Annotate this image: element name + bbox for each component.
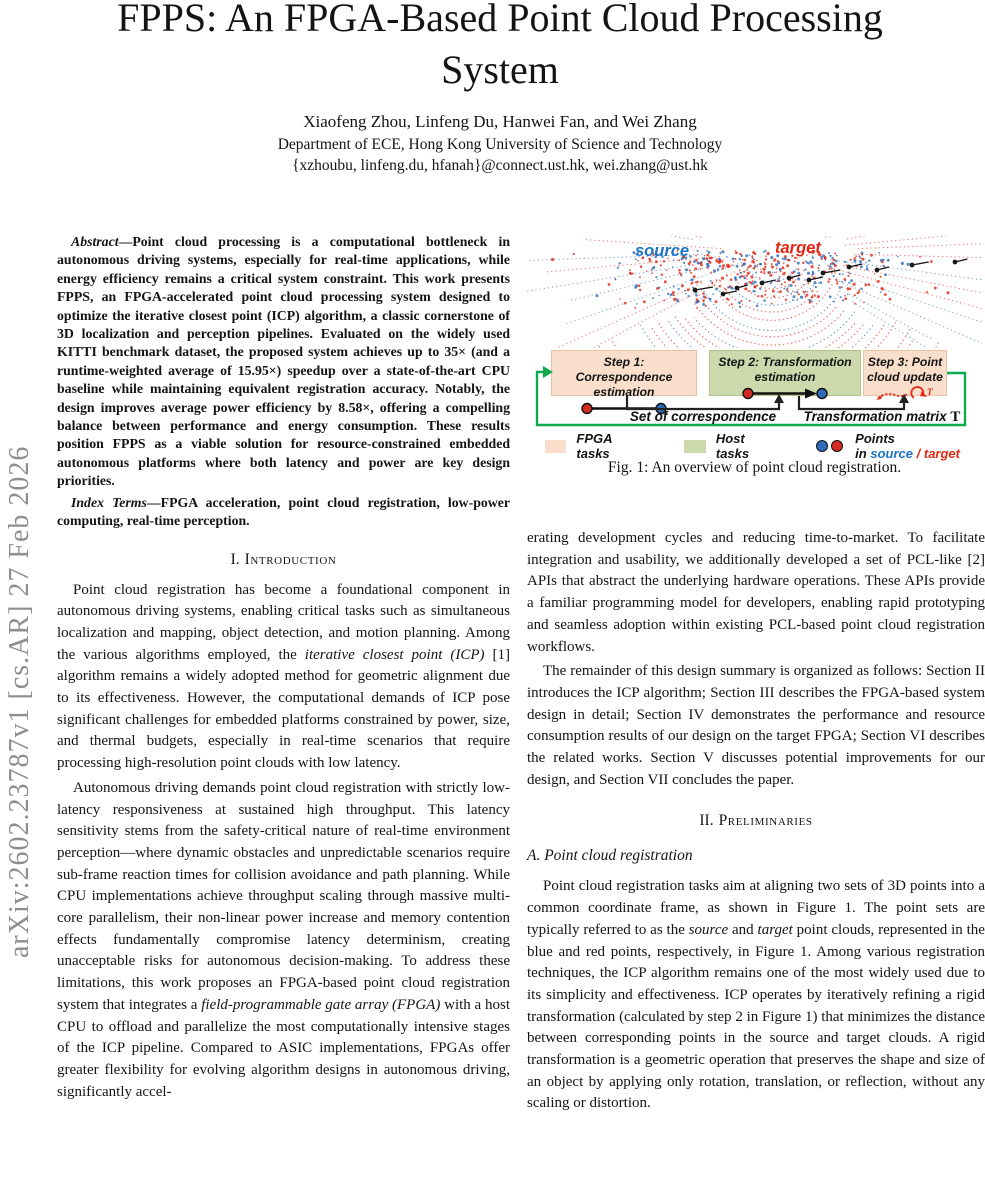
index-terms: Index Terms—FPGA acceleration, point clo… bbox=[57, 494, 511, 529]
step2-transformation-box: Step 2: Transformation estimation bbox=[709, 350, 861, 399]
figure-flow-arrows bbox=[535, 366, 967, 427]
organization-paragraph: The remainder of this design summary is … bbox=[527, 663, 985, 788]
correspondence-flow-line bbox=[625, 396, 781, 411]
point-cloud-visualization: source target bbox=[513, 126, 985, 474]
step3-update-box: Step 3: Point cloud update T bbox=[863, 350, 947, 400]
set-of-correspondence-label: Set of correspondence bbox=[629, 409, 777, 424]
source-cloud-label: source bbox=[635, 242, 690, 260]
fpga-tasks-label: FPGA tasks bbox=[576, 431, 613, 461]
left-column: Abstract—Point cloud processing is a com… bbox=[57, 233, 510, 1106]
paper-header: FPPS: An FPGA-Based Point Cloud Processi… bbox=[40, 0, 960, 175]
paper-affiliation: Department of ECE, Hong Kong University … bbox=[277, 136, 723, 153]
step2-label: Step 2: Transformation estimation bbox=[718, 355, 852, 384]
step3-update-icon: T bbox=[876, 385, 933, 400]
right-column-text: erating development cycles and reducing … bbox=[527, 528, 985, 1118]
svg-text:T: T bbox=[927, 387, 933, 397]
figure-1: source target Step 1: Correspondence est… bbox=[513, 126, 985, 483]
fpga-task-swatch bbox=[545, 439, 567, 453]
section-heading-introduction: I. Introduction bbox=[57, 551, 510, 569]
figure-legend: FPGA tasks Host tasks Points in source /… bbox=[527, 431, 982, 461]
continuation-paragraph: erating development cycles and reducing … bbox=[527, 530, 985, 655]
section-heading-preliminaries: II. Preliminaries bbox=[527, 812, 985, 830]
figure-caption: Fig. 1: An overview of point cloud regis… bbox=[607, 459, 902, 476]
abstract-paragraph: Abstract—Point cloud processing is a com… bbox=[57, 234, 510, 489]
intro-paragraph-1: Point cloud registration has become a fo… bbox=[57, 581, 511, 772]
step1-correspondence-box: Step 1: Correspondence estimation bbox=[551, 350, 697, 414]
section-number: I. bbox=[230, 550, 240, 568]
arxiv-sidebar-label: arXiv:2602.23787v1 [cs.AR] 27 Feb 2026 bbox=[4, 445, 35, 958]
point-cloud-canvas bbox=[513, 126, 985, 474]
transformation-matrix-label: Transformation matrix T bbox=[803, 409, 961, 425]
target-cloud-label: target bbox=[775, 239, 821, 257]
intro-paragraph-2: Autonomous driving demands point cloud r… bbox=[57, 779, 510, 1100]
step3-label: Step 3: Point cloud update bbox=[867, 355, 943, 384]
points-legend-label: Points in source / target bbox=[855, 431, 960, 461]
iteration-loop-arrowhead bbox=[543, 366, 553, 378]
section-title: Introduction bbox=[244, 550, 337, 568]
subsection-heading-registration: A. Point cloud registration bbox=[527, 847, 693, 865]
paper-authors: Xiaofeng Zhou, Linfeng Du, Hanwei Fan, a… bbox=[303, 112, 697, 131]
preliminaries-paragraph: Point cloud registration tasks aim at al… bbox=[527, 878, 985, 1112]
host-tasks-label: Host tasks bbox=[715, 431, 750, 461]
section-title: Preliminaries bbox=[718, 812, 813, 830]
paper-title: FPPS: An FPGA-Based Point Cloud Processi… bbox=[117, 0, 883, 92]
matrix-symbol: T bbox=[950, 409, 961, 425]
host-task-swatch bbox=[684, 439, 706, 453]
section-number: II. bbox=[699, 812, 714, 830]
step1-label: Step 1: Correspondence estimation bbox=[575, 355, 673, 399]
transformation-flow-line bbox=[797, 396, 906, 411]
step2-points-icon bbox=[742, 387, 828, 399]
iteration-loop-line bbox=[535, 370, 967, 427]
points-dots-icon bbox=[816, 440, 844, 452]
paper-emails: {xzhoubu, linfeng.du, hfanah}@connect.us… bbox=[292, 157, 708, 174]
